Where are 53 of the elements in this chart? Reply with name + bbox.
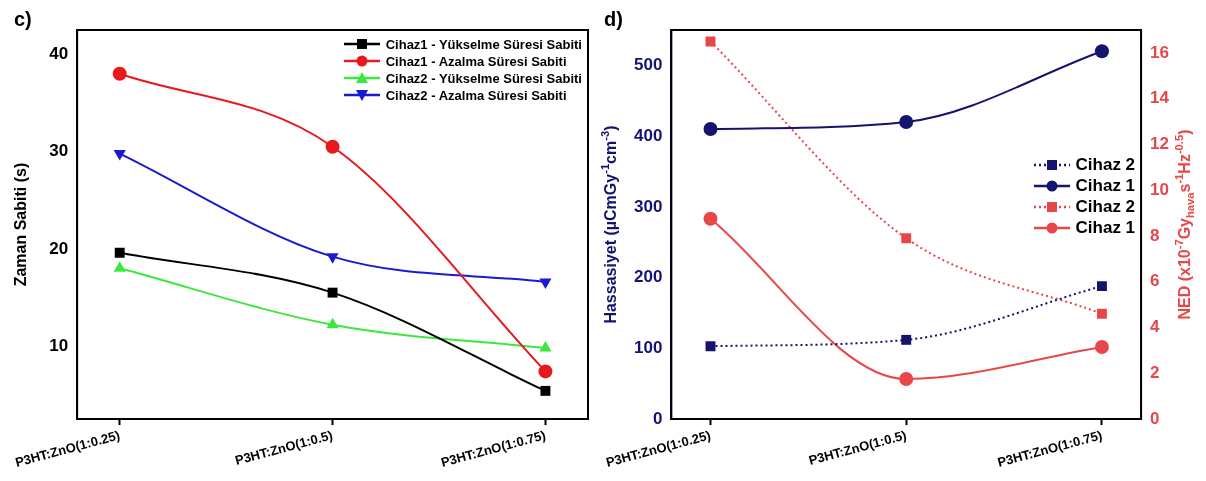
point [705, 341, 716, 352]
point [325, 139, 340, 154]
y-tick-label: 200 [633, 267, 663, 287]
y2-tick-label: 10 [1150, 179, 1170, 199]
y-axis-title: Zaman Sabiti (s) [12, 162, 30, 287]
legend-label: Cihaz 1 [1075, 217, 1136, 238]
legend-label: Cihaz 2 [1075, 196, 1136, 217]
point [1097, 281, 1107, 292]
point [114, 247, 125, 258]
point [112, 66, 127, 81]
point [1097, 308, 1107, 319]
y-tick-label: 10 [49, 335, 69, 355]
legend-label: Cihaz 2 [1075, 154, 1136, 175]
point [538, 364, 553, 379]
y2-tick-label: 0 [1150, 408, 1160, 428]
point [705, 36, 716, 47]
y-tick-label: 100 [633, 338, 663, 358]
text: NED (x10-7Gyhavas-1Hz-0.5) [1173, 129, 1196, 320]
point [901, 233, 912, 244]
point [1094, 339, 1109, 354]
legend-label: Cihaz1 - Yükselme Süresi Sabiti [385, 36, 582, 52]
y2-tick-label: 6 [1150, 271, 1160, 291]
point [1094, 44, 1109, 59]
point [901, 334, 912, 345]
y2-tick-label: 12 [1150, 134, 1170, 154]
chart-title: d) [604, 8, 623, 31]
point [703, 211, 718, 226]
legend-label: Cihaz 1 [1075, 175, 1136, 196]
point [327, 287, 338, 298]
legend-label: Cihaz1 - Azalma Süresi Sabiti [385, 53, 567, 69]
point [899, 114, 914, 129]
legend-label: Cihaz2 - Yükselme Süresi Sabiti [385, 70, 582, 86]
y-tick-label: 300 [633, 196, 663, 216]
point [539, 341, 552, 352]
y-tick-label: 40 [49, 44, 69, 63]
chart-title: c) [14, 8, 32, 31]
y-axis-title: Hassasiyet (µCmGy-1cm-3) [599, 125, 620, 324]
legend-label: Cihaz2 - Azalma Süresi Sabiti [385, 87, 567, 103]
point [703, 122, 718, 137]
y2-tick-label: 4 [1150, 317, 1161, 337]
y-tick-label: 30 [49, 141, 69, 161]
y-tick-label: 500 [633, 55, 663, 75]
y2-tick-label: 8 [1150, 225, 1160, 245]
point [113, 261, 126, 272]
y-tick-label: 0 [652, 408, 663, 428]
y-tick-label: 400 [633, 125, 663, 145]
y2-tick-label: 16 [1150, 42, 1170, 62]
y2-tick-label: 14 [1150, 88, 1170, 108]
y2-tick-label: 2 [1150, 362, 1160, 382]
y-tick-label: 20 [49, 238, 69, 258]
point [540, 385, 551, 396]
point [899, 372, 914, 387]
point [326, 317, 339, 329]
